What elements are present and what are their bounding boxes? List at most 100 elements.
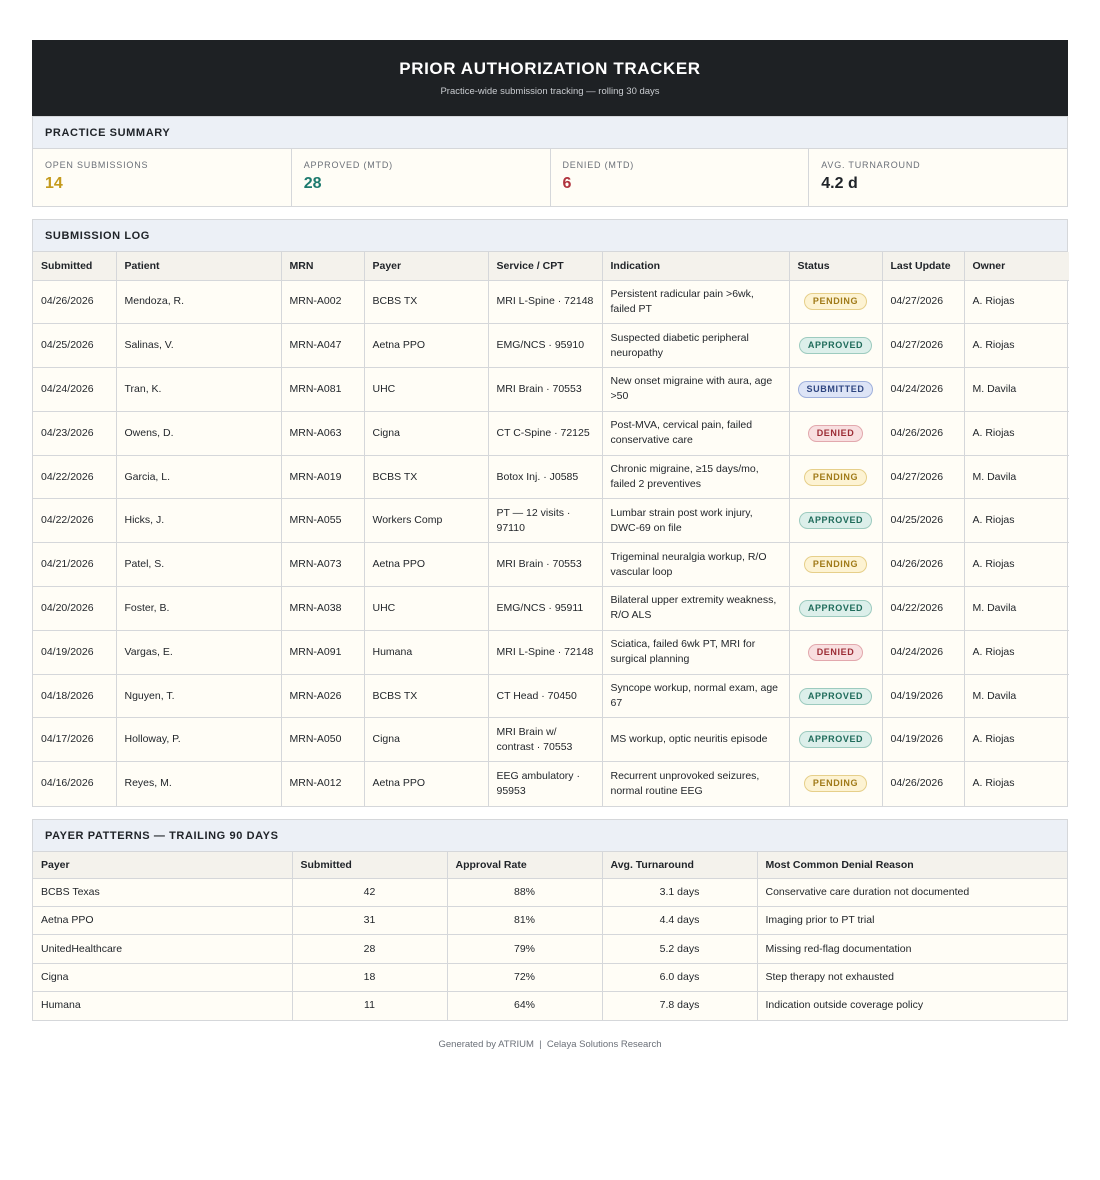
column-header[interactable]: Approval Rate — [447, 851, 603, 880]
service-cell: CT C-Spine · 72125 — [488, 411, 603, 456]
status-badge: DENIED — [807, 643, 864, 661]
column-header[interactable]: Last Update — [882, 252, 965, 281]
column-header[interactable]: Payer — [364, 252, 489, 281]
mrn-cell: MRN-A038 — [281, 586, 365, 631]
last-update-cell: 04/27/2026 — [882, 280, 965, 325]
owner-cell: A. Riojas — [972, 777, 1015, 790]
table-row[interactable]: 04/17/2026 Holloway, P. MRN-A050 Cigna MRI B… — [33, 717, 1069, 763]
mrn-cell: MRN-A019 — [281, 455, 365, 500]
status-cell: PENDING — [789, 455, 883, 500]
table-row[interactable]: 04/21/2026 Patel, S. MRN-A073 Aetna PPO MRI … — [33, 542, 1069, 588]
submitted-cell: 04/20/2026 — [33, 586, 117, 631]
indication-cell: Sciatica, failed 6wk PT, MRI for surgica… — [602, 630, 790, 675]
table-row[interactable]: 04/26/2026 Mendoza, R. MRN-A002 BCBS TX MRI … — [33, 280, 1069, 325]
kpi-value: 28 — [303, 175, 322, 192]
approval-rate-cell: 72% — [447, 963, 603, 992]
kpi-row: OPEN SUBMISSIONS 14 APPROVED (MTD) 28 DENIED… — [33, 149, 1067, 206]
column-header[interactable]: Submitted — [292, 851, 448, 880]
table-row[interactable]: UnitedHealthcare 28 79% 5.2 days Missing red… — [33, 934, 1067, 964]
payer-cell: BCBS TX — [364, 455, 489, 500]
table-header-row: Submitted Patient MRN Payer Service / CPT Ind… — [33, 252, 1069, 281]
kpi-card: OPEN SUBMISSIONS 14 — [33, 149, 292, 206]
owner-cell: A. Riojas — [964, 542, 1069, 588]
submitted-cell: 42 — [292, 878, 448, 908]
indication-cell: Post-MVA, cervical pain, failed conserva… — [602, 411, 790, 456]
practice-summary-section: PRACTICE SUMMARY OPEN SUBMISSIONS 14 APPRO… — [32, 116, 1068, 207]
owner-cell: A. Riojas — [964, 498, 1069, 544]
table-row[interactable]: Aetna PPO 31 81% 4.4 days Imaging prior to P… — [33, 906, 1067, 936]
owner-cell: M. Davila — [964, 586, 1069, 631]
approval-rate-cell: 81% — [447, 906, 603, 936]
service-cell: Botox Inj. · J0585 — [488, 455, 603, 500]
last-update-cell: 04/24/2026 — [882, 367, 965, 412]
owner-cell: M. Davila — [964, 674, 1069, 719]
mrn-cell: MRN-A055 — [281, 498, 365, 544]
column-header[interactable]: Indication — [602, 252, 790, 281]
table-row[interactable]: Cigna 18 72% 6.0 days Step therapy not exhau… — [33, 963, 1067, 992]
column-header[interactable]: Avg. Turnaround — [602, 851, 758, 880]
submitted-cell: 11 — [292, 991, 448, 1020]
table-body: 04/26/2026 Mendoza, R. MRN-A002 BCBS TX MRI … — [33, 280, 1069, 806]
table-row[interactable]: BCBS Texas 42 88% 3.1 days Conservative care… — [33, 878, 1067, 908]
payer-cell: BCBS TX — [364, 674, 489, 719]
payer-cell: Workers Comp — [364, 498, 489, 544]
table-row[interactable]: 04/16/2026 Reyes, M. MRN-A012 Aetna PPO EEG … — [33, 761, 1069, 806]
status-badge: PENDING — [803, 775, 868, 793]
mrn-cell: MRN-A050 — [281, 717, 365, 763]
patient-cell: Hicks, J. — [116, 498, 282, 544]
page-title: PRIOR AUTHORIZATION TRACKER — [399, 59, 701, 78]
table-row[interactable]: 04/22/2026 Hicks, J. MRN-A055 Workers Comp P… — [33, 498, 1069, 544]
kpi-value: 14 — [45, 175, 63, 192]
submitted-cell: 04/23/2026 — [33, 411, 117, 456]
column-header[interactable]: Payer — [33, 851, 293, 880]
column-header[interactable]: Service / CPT — [488, 252, 603, 281]
column-header[interactable]: Patient — [116, 252, 282, 281]
column-header[interactable]: Most Common Denial Reason — [757, 851, 1067, 880]
indication-cell: Trigeminal neuralgia workup, R/O vascula… — [602, 542, 790, 588]
submitted-cell: 04/22/2026 — [33, 455, 117, 500]
indication-cell: New onset migraine with aura, age >50 — [602, 367, 790, 412]
table-row[interactable]: 04/23/2026 Owens, D. MRN-A063 Cigna CT C-Spi… — [33, 411, 1069, 456]
column-header[interactable]: Status — [789, 252, 883, 281]
table-row[interactable]: 04/20/2026 Foster, B. MRN-A038 UHC EMG/NCS ·… — [33, 586, 1069, 631]
status-cell: APPROVED — [789, 498, 883, 544]
table-body: BCBS Texas 42 88% 3.1 days Conservative care… — [33, 878, 1067, 1020]
owner-cell: A. Riojas — [964, 280, 1069, 325]
owner-cell: M. Davila — [964, 455, 1069, 500]
payer-cell: Cigna — [364, 717, 489, 763]
mrn-cell: MRN-A091 — [281, 630, 365, 675]
submitted-cell: 28 — [292, 934, 448, 964]
owner-cell: A. Riojas — [964, 411, 1069, 456]
payer-cell: Aetna PPO — [364, 761, 489, 806]
indication-cell: Persistent radicular pain >6wk, failed P… — [602, 280, 790, 325]
payer-cell: BCBS TX — [364, 280, 489, 325]
kpi-value: 4.2 d — [821, 175, 858, 192]
owner-cell: A. Riojas — [964, 630, 1069, 675]
column-header[interactable]: Submitted — [33, 252, 117, 281]
turnaround-cell: 4.4 days — [602, 906, 758, 936]
table-row[interactable]: 04/19/2026 Vargas, E. MRN-A091 Humana MRI L-… — [33, 630, 1069, 675]
column-header[interactable]: MRN — [281, 252, 365, 281]
table-row[interactable]: Humana 11 64% 7.8 days Indication outside co… — [33, 991, 1067, 1020]
owner-cell: M. Davila — [964, 367, 1069, 412]
table-row[interactable]: 04/24/2026 Tran, K. MRN-A081 UHC MRI Brain ·… — [33, 367, 1069, 412]
submitted-cell: 18 — [292, 963, 448, 992]
patient-cell: Salinas, V. — [116, 323, 282, 369]
kpi-label: OPEN SUBMISSIONS — [45, 160, 149, 170]
table-row[interactable]: 04/25/2026 Salinas, V. MRN-A047 Aetna PPO EM… — [33, 323, 1069, 369]
indication-cell: Chronic migraine, ≥15 days/mo, failed 2 … — [602, 455, 790, 500]
denial-reason-cell: Conservative care duration not documente… — [757, 878, 1067, 908]
mrn-cell: MRN-A002 — [281, 280, 365, 325]
payer-patterns-section: PAYER PATTERNS — TRAILING 90 DAYS Payer S… — [32, 818, 1068, 1021]
service-cell: MRI L-Spine · 72148 — [488, 630, 603, 675]
column-header[interactable]: Owner — [964, 252, 1069, 281]
submitted-cell: 04/24/2026 — [33, 367, 117, 412]
table-row[interactable]: 04/18/2026 Nguyen, T. MRN-A026 BCBS TX CT He… — [33, 674, 1069, 719]
submitted-cell: 04/25/2026 — [33, 323, 117, 369]
status-cell: PENDING — [789, 280, 883, 325]
kpi-value: 6 — [562, 175, 572, 192]
indication-cell: Bilateral upper extremity weakness, R/O … — [602, 586, 790, 631]
status-badge: PENDING — [803, 293, 868, 311]
table-row[interactable]: 04/22/2026 Garcia, L. MRN-A019 BCBS TX Botox… — [33, 455, 1069, 500]
section-heading: PRACTICE SUMMARY — [33, 117, 1067, 149]
